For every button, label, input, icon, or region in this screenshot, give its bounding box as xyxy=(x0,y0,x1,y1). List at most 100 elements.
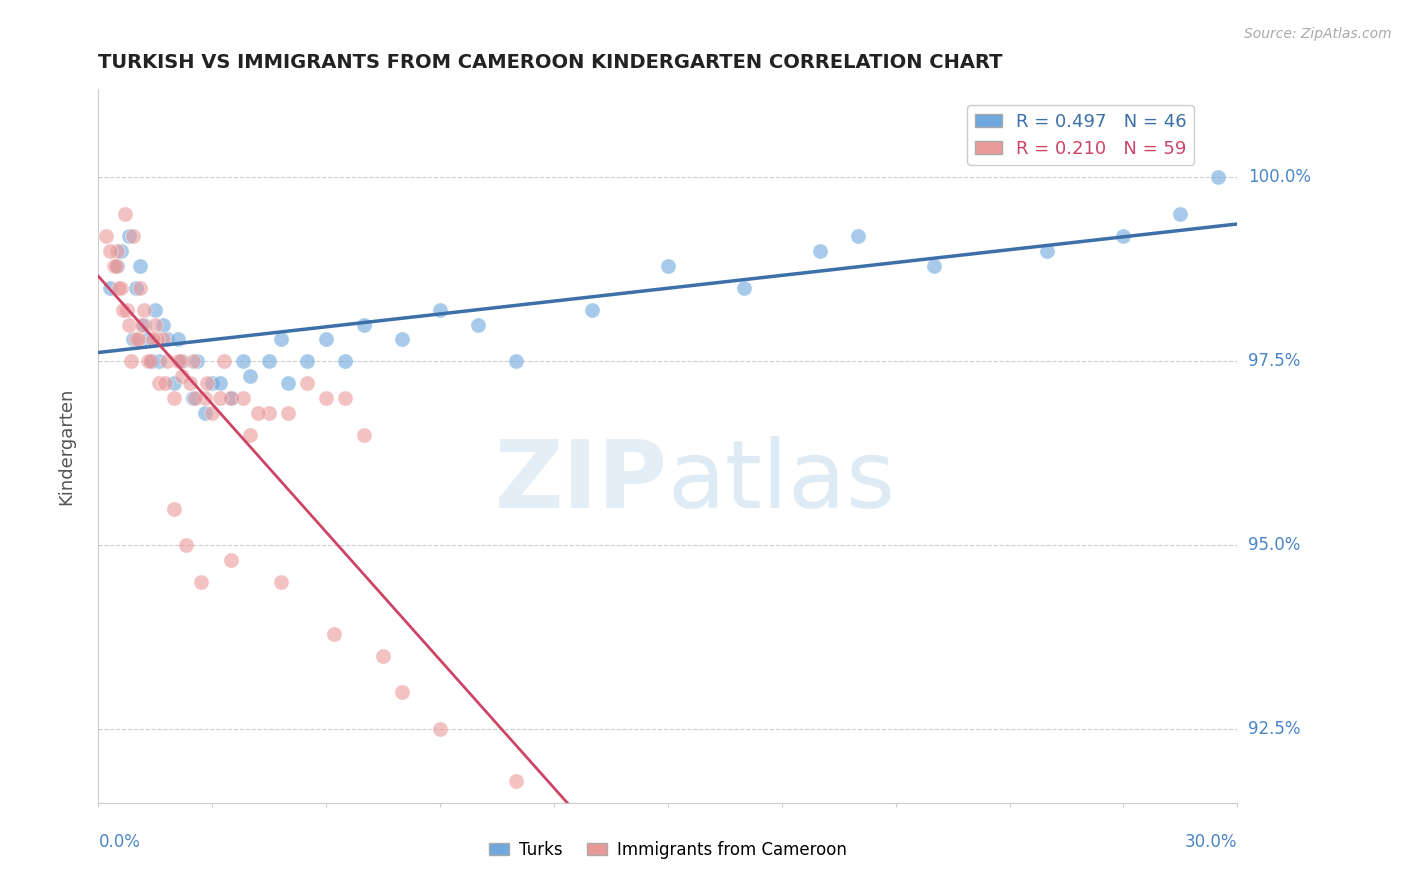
Point xyxy=(201,406,224,420)
Point xyxy=(136,354,159,368)
Point xyxy=(121,229,143,244)
Text: TURKISH VS IMMIGRANTS FROM CAMEROON KINDERGARTEN CORRELATION CHART: TURKISH VS IMMIGRANTS FROM CAMEROON KIND… xyxy=(98,54,1002,72)
Point xyxy=(179,376,201,391)
Point xyxy=(145,302,167,317)
Point xyxy=(1112,229,1135,244)
Point xyxy=(246,406,269,420)
Point xyxy=(125,332,148,346)
Point xyxy=(733,281,755,295)
Point xyxy=(259,406,281,420)
Point xyxy=(270,575,292,590)
Point xyxy=(277,376,299,391)
Point xyxy=(138,354,160,368)
Point xyxy=(195,376,218,391)
Point xyxy=(270,332,292,346)
Point xyxy=(118,318,141,332)
Point xyxy=(183,354,205,368)
Point xyxy=(132,318,155,332)
Point xyxy=(239,428,262,442)
Point xyxy=(239,369,262,384)
Point xyxy=(429,723,451,737)
Point xyxy=(186,354,208,368)
Point xyxy=(163,501,186,516)
Text: 97.5%: 97.5% xyxy=(1249,352,1301,370)
Point xyxy=(110,244,132,258)
Point xyxy=(141,354,163,368)
Point xyxy=(1036,244,1059,258)
Point xyxy=(98,281,121,295)
Point xyxy=(118,229,141,244)
Point xyxy=(467,318,489,332)
Point xyxy=(153,376,176,391)
Point xyxy=(429,302,451,317)
Point xyxy=(657,259,679,273)
Point xyxy=(353,428,375,442)
Point xyxy=(142,332,165,346)
Point xyxy=(152,318,174,332)
Point xyxy=(194,391,217,405)
Point xyxy=(208,376,231,391)
Point xyxy=(156,332,179,346)
Point xyxy=(221,553,243,567)
Point xyxy=(94,229,117,244)
Point xyxy=(505,773,527,788)
Point xyxy=(184,391,207,405)
Point xyxy=(163,391,186,405)
Point xyxy=(581,302,603,317)
Point xyxy=(371,648,394,663)
Point xyxy=(145,318,167,332)
Point xyxy=(170,354,193,368)
Legend: Turks, Immigrants from Cameroon: Turks, Immigrants from Cameroon xyxy=(482,835,853,866)
Point xyxy=(190,575,212,590)
Point xyxy=(129,259,152,273)
Text: 95.0%: 95.0% xyxy=(1249,536,1301,554)
Point xyxy=(194,406,217,420)
Point xyxy=(208,391,231,405)
Point xyxy=(174,538,197,552)
Point xyxy=(148,354,170,368)
Point xyxy=(167,332,190,346)
Point xyxy=(183,391,205,405)
Point xyxy=(335,391,357,405)
Point xyxy=(277,406,299,420)
Point xyxy=(107,244,129,258)
Point xyxy=(391,685,413,699)
Point xyxy=(353,318,375,332)
Point xyxy=(170,369,193,384)
Point xyxy=(107,259,129,273)
Point xyxy=(221,391,243,405)
Point xyxy=(146,332,169,346)
Point xyxy=(808,244,831,258)
Point xyxy=(103,259,125,273)
Point xyxy=(112,302,135,317)
Point xyxy=(114,207,136,221)
Point xyxy=(297,354,319,368)
Y-axis label: Kindergarten: Kindergarten xyxy=(58,387,76,505)
Point xyxy=(335,354,357,368)
Point xyxy=(391,332,413,346)
Text: atlas: atlas xyxy=(668,435,896,528)
Point xyxy=(232,354,254,368)
Point xyxy=(127,332,149,346)
Point xyxy=(115,302,138,317)
Point xyxy=(136,332,159,346)
Point xyxy=(232,391,254,405)
Point xyxy=(315,332,337,346)
Point xyxy=(148,376,170,391)
Point xyxy=(169,354,191,368)
Point xyxy=(846,229,869,244)
Point xyxy=(120,354,142,368)
Point xyxy=(221,391,243,405)
Text: ZIP: ZIP xyxy=(495,435,668,528)
Point xyxy=(1208,170,1230,185)
Point xyxy=(505,354,527,368)
Point xyxy=(98,244,121,258)
Point xyxy=(167,354,190,368)
Point xyxy=(132,302,155,317)
Point xyxy=(922,259,945,273)
Text: 30.0%: 30.0% xyxy=(1185,833,1237,851)
Text: 92.5%: 92.5% xyxy=(1249,720,1301,739)
Point xyxy=(125,281,148,295)
Point xyxy=(152,332,174,346)
Point xyxy=(315,391,337,405)
